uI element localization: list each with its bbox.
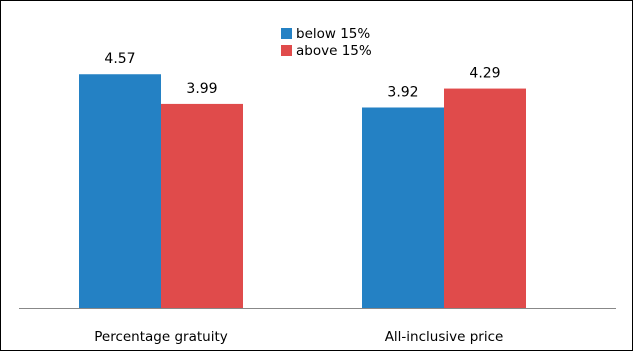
data-label-1-1: 4.29 [469, 66, 500, 82]
legend-swatch-0 [281, 28, 292, 39]
legend-label-0: below 15% [296, 26, 370, 42]
bar-below-15-1 [362, 107, 444, 308]
data-label-1-0: 3.99 [186, 81, 217, 97]
bar-above-15-0 [161, 103, 243, 308]
legend-swatch-1 [281, 45, 292, 56]
data-label-0-0: 4.57 [104, 51, 135, 67]
x-tick-label-0: Percentage gratuity [94, 329, 228, 345]
bar-above-15-1 [444, 88, 526, 308]
data-label-0-1: 3.92 [387, 84, 418, 100]
x-tick-label-1: All-inclusive price [385, 329, 504, 345]
bar-below-15-0 [79, 74, 161, 308]
legend-label-1: above 15% [296, 43, 372, 59]
